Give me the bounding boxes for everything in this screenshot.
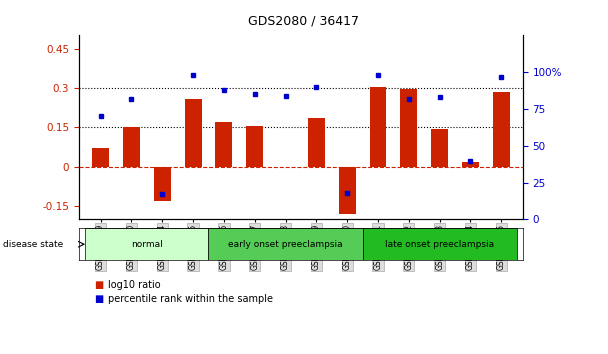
Bar xyxy=(185,98,202,167)
Bar xyxy=(85,228,209,260)
Bar xyxy=(400,89,417,167)
Bar xyxy=(123,127,140,167)
Bar xyxy=(154,167,171,201)
Text: log10 ratio: log10 ratio xyxy=(108,280,161,290)
Text: GDS2080 / 36417: GDS2080 / 36417 xyxy=(249,14,359,27)
Text: percentile rank within the sample: percentile rank within the sample xyxy=(108,294,272,304)
Text: early onset preeclampsia: early onset preeclampsia xyxy=(228,240,343,249)
Bar xyxy=(308,118,325,167)
Bar xyxy=(246,126,263,167)
Text: ■: ■ xyxy=(94,280,103,290)
Bar xyxy=(209,228,362,260)
Bar xyxy=(362,228,517,260)
Text: disease state: disease state xyxy=(3,240,63,249)
Bar xyxy=(431,129,448,167)
Bar xyxy=(370,87,387,167)
Bar xyxy=(215,122,232,167)
Bar xyxy=(462,162,479,167)
Text: normal: normal xyxy=(131,240,163,249)
Bar xyxy=(493,92,510,167)
Bar xyxy=(92,148,109,167)
Text: ■: ■ xyxy=(94,294,103,304)
Bar xyxy=(339,167,356,214)
Text: late onset preeclampsia: late onset preeclampsia xyxy=(385,240,494,249)
